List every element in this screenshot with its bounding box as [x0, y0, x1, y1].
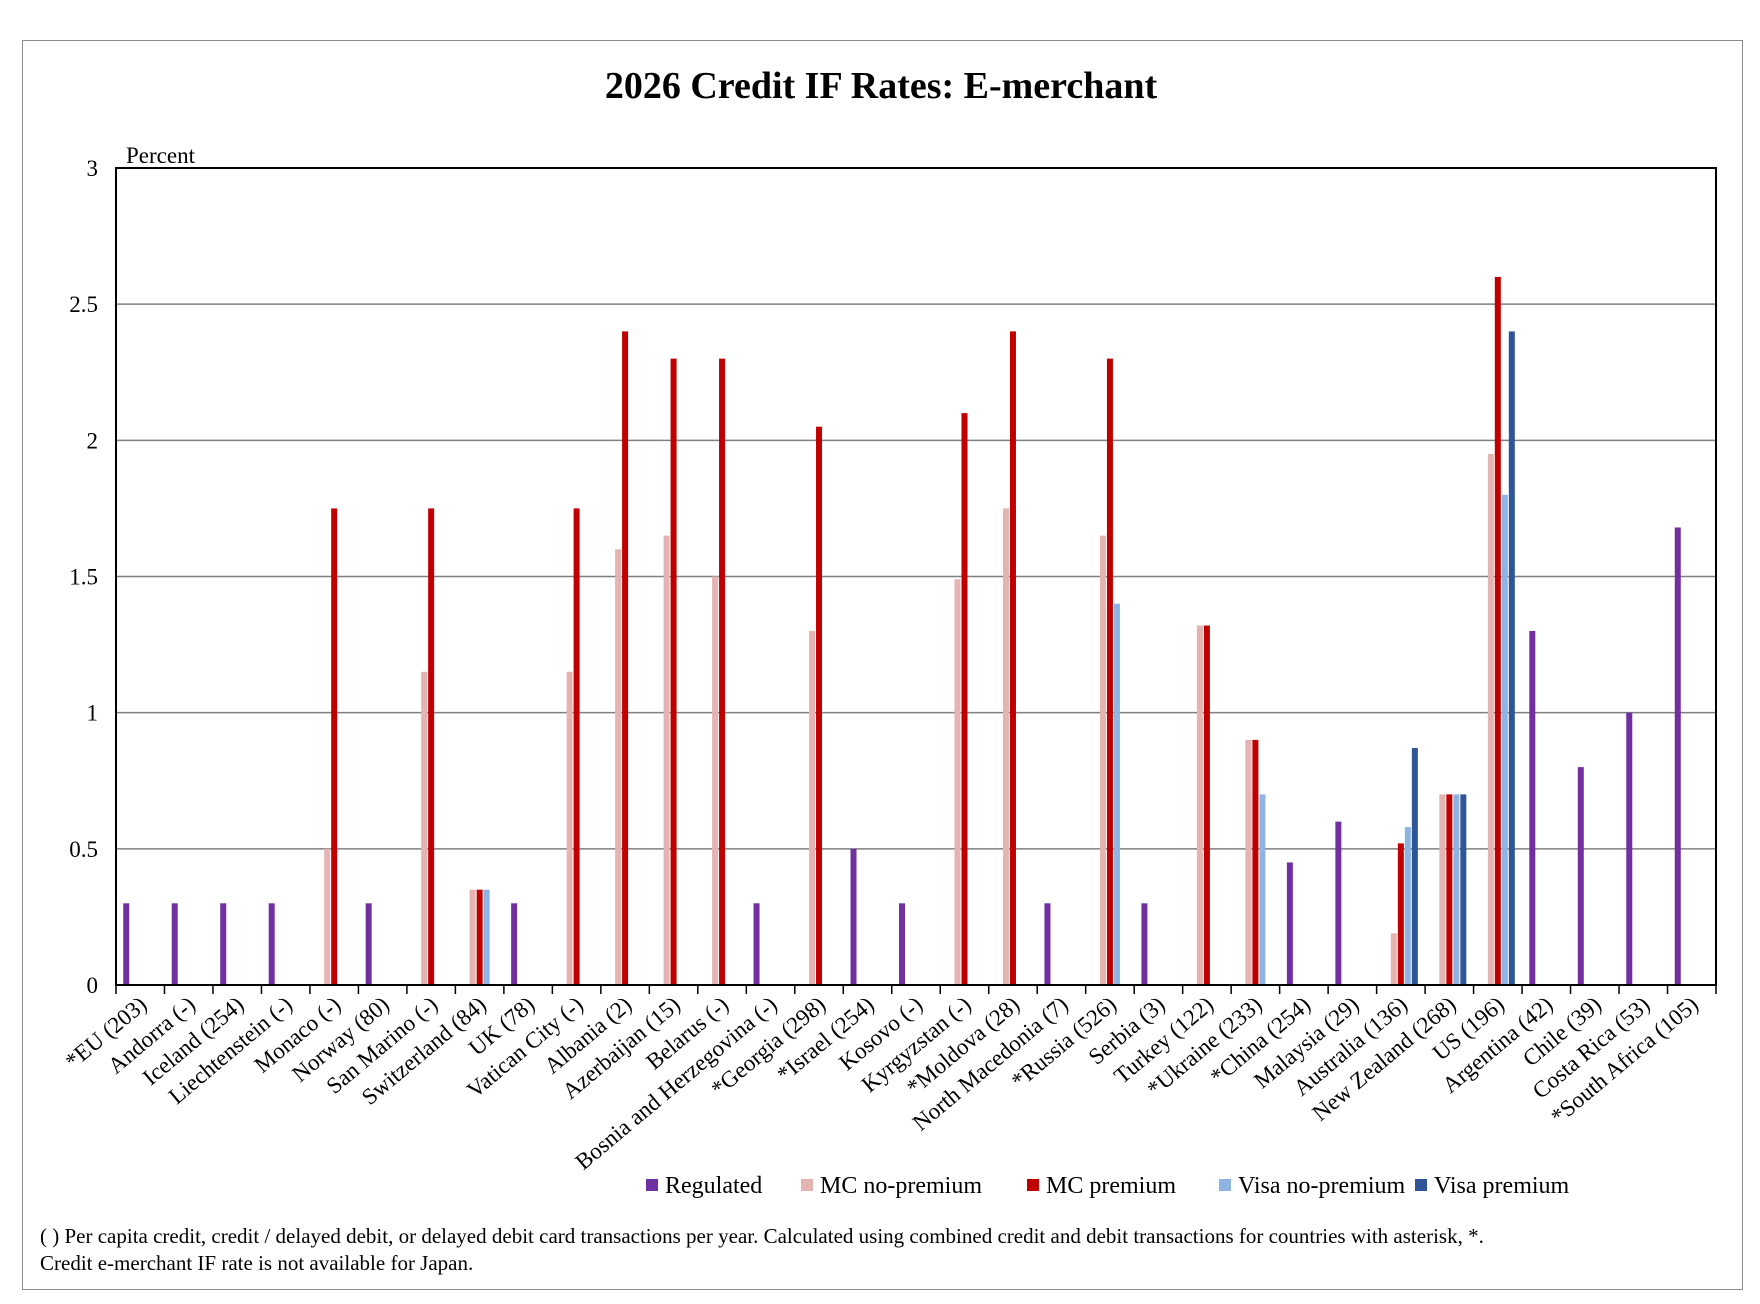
bar-mc-premium: [428, 508, 435, 985]
bar-regulated: [268, 903, 275, 985]
bar-mc-no-premium: [1196, 625, 1203, 985]
bar-mc-premium: [961, 413, 968, 986]
bar-mc-premium: [1397, 843, 1404, 985]
bar-mc-no-premium: [712, 576, 719, 985]
bar-regulated: [850, 848, 857, 985]
y-tick-label: 3: [87, 156, 99, 181]
bar-regulated: [220, 903, 227, 985]
bar-mc-premium: [1009, 331, 1016, 985]
legend-label: Visa premium: [1434, 1173, 1570, 1199]
bar-mc-premium: [816, 426, 823, 985]
axes: [115, 167, 1717, 994]
bar-regulated: [1577, 767, 1584, 985]
y-tick-label: 2.5: [69, 292, 98, 317]
bars: [123, 276, 1681, 986]
bar-visa-no-premium: [1259, 794, 1266, 985]
bar-mc-no-premium: [809, 630, 816, 985]
y-tick-labels: 0 0.5 1 1.5 2 2.5 3: [69, 156, 98, 998]
y-tick-label: 2: [87, 428, 99, 453]
bar-mc-premium: [670, 358, 677, 986]
y-tick-label: 1: [87, 701, 99, 726]
bar-visa-no-premium: [1113, 603, 1120, 985]
bar-mc-no-premium: [1439, 794, 1446, 985]
bar-regulated: [1626, 712, 1633, 985]
bar-mc-premium: [573, 508, 580, 985]
bar-visa-no-premium: [483, 889, 490, 985]
gridlines: [116, 167, 1716, 850]
footnote-line-2: Credit e-merchant IF rate is not availab…: [40, 1251, 473, 1275]
y-tick-label: 0.5: [69, 837, 98, 862]
bar-visa-premium: [1460, 794, 1467, 985]
bar-mc-premium: [476, 889, 483, 985]
y-axis-label: Percent: [126, 143, 196, 168]
legend-swatch: [1027, 1179, 1039, 1191]
bar-mc-no-premium: [566, 671, 573, 985]
bar-visa-no-premium: [1404, 827, 1411, 985]
plot-border: [115, 167, 1717, 986]
footnote-line-1: ( ) Per capita credit, credit / delayed …: [40, 1224, 1484, 1248]
bar-mc-premium: [1106, 358, 1113, 986]
bar-visa-no-premium: [1501, 494, 1508, 985]
legend: Regulated MC no-premium MC premium Visa no-…: [646, 1173, 1570, 1199]
bar-regulated: [1529, 630, 1536, 985]
bar-mc-premium: [1252, 739, 1259, 985]
x-tick-labels: *EU (203)Andorra (-)Iceland (254)Liechte…: [61, 992, 1703, 1175]
bar-mc-no-premium: [1099, 535, 1106, 985]
bar-regulated: [123, 903, 130, 985]
bar-mc-no-premium: [421, 671, 428, 985]
bar-mc-no-premium: [615, 549, 622, 985]
bar-mc-no-premium: [1245, 739, 1252, 985]
bar-visa-premium: [1411, 748, 1418, 985]
legend-swatch: [646, 1179, 658, 1191]
legend-swatch: [1415, 1179, 1427, 1191]
bar-regulated: [171, 903, 178, 985]
bar-visa-no-premium: [1453, 794, 1460, 985]
bar-mc-no-premium: [954, 579, 961, 985]
bar-regulated: [1674, 527, 1681, 985]
bar-mc-no-premium: [324, 848, 331, 985]
legend-swatch: [1219, 1179, 1231, 1191]
bar-mc-premium: [331, 508, 338, 985]
legend-label: Regulated: [665, 1173, 762, 1199]
legend-label: Visa no-premium: [1238, 1173, 1406, 1199]
y-tick-label: 0: [87, 973, 99, 998]
bar-visa-premium: [1508, 331, 1515, 985]
bar-mc-premium: [1203, 625, 1210, 985]
bar-mc-no-premium: [469, 889, 476, 985]
y-tick-label: 1.5: [69, 565, 98, 590]
bar-regulated: [899, 903, 905, 985]
legend-label: MC no-premium: [820, 1173, 982, 1199]
bar-regulated: [753, 903, 760, 985]
bar-regulated: [365, 903, 372, 985]
bar-mc-premium: [1494, 276, 1501, 985]
bar-regulated: [1141, 903, 1148, 985]
bar-regulated: [511, 903, 518, 985]
chart-title: 2026 Credit IF Rates: E-merchant: [605, 65, 1158, 107]
bar-regulated: [1044, 903, 1051, 985]
bar-mc-premium: [1446, 794, 1453, 985]
chart-frame: [22, 40, 1743, 1290]
bar-regulated: [1286, 862, 1293, 985]
legend-swatch: [801, 1179, 813, 1191]
bar-mc-no-premium: [1390, 933, 1397, 985]
bar-mc-no-premium: [663, 535, 670, 985]
bar-mc-premium: [622, 331, 629, 985]
bar-mc-no-premium: [1002, 508, 1009, 985]
bar-mc-premium: [719, 358, 726, 986]
bar-regulated: [1335, 821, 1342, 985]
bar-mc-no-premium: [1487, 453, 1494, 985]
legend-label: MC premium: [1046, 1173, 1176, 1199]
